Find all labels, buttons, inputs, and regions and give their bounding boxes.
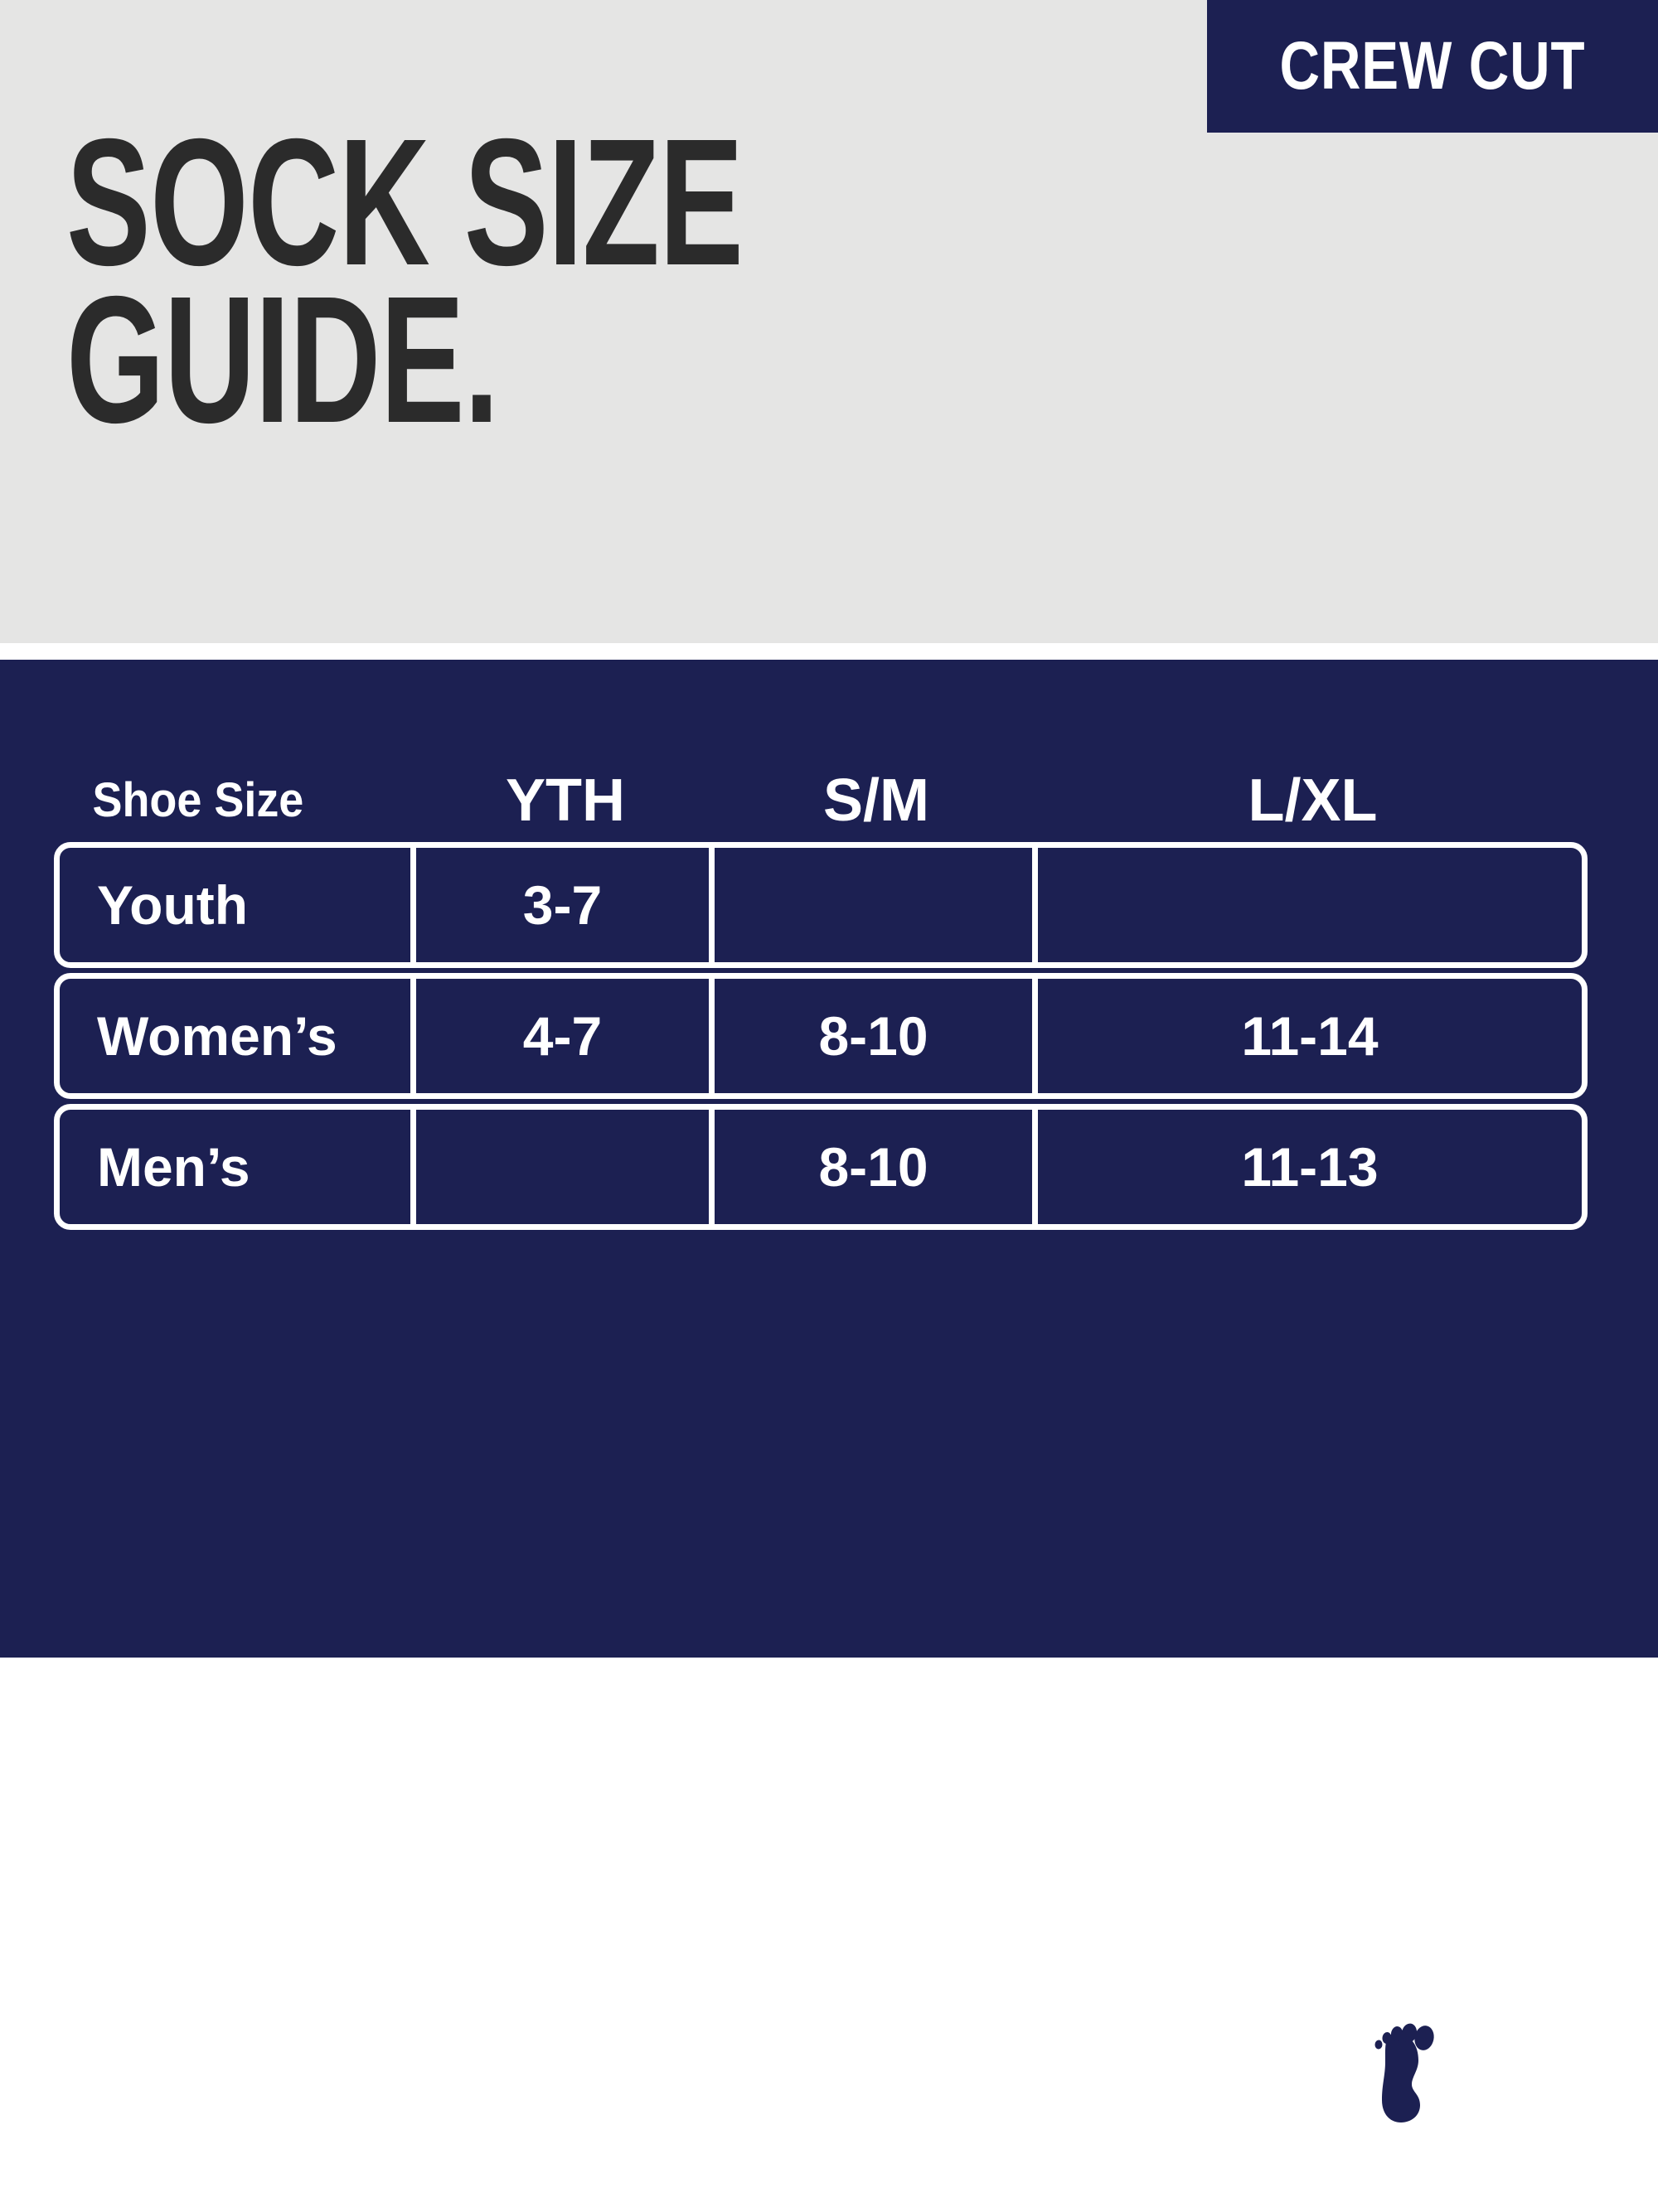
cell-youth-sm	[715, 848, 1038, 962]
table-row: Women’s 4-7 8-10 11-14	[54, 973, 1588, 1099]
cell-youth-yth: 3-7	[416, 848, 715, 962]
cell-womens-yth: 4-7	[416, 979, 715, 1093]
page-title: SOCK SIZE GUIDE.	[66, 102, 1144, 461]
column-header-sm: S/M	[822, 767, 929, 834]
crew-cut-badge: CREW CUT	[1207, 0, 1658, 133]
cell-mens-sm: 8-10	[715, 1110, 1038, 1224]
sock-size-table: Shoe Size YTH S/M L/XL Youth 3-7 Women’s…	[54, 759, 1588, 1235]
row-label-womens: Women’s	[60, 979, 416, 1093]
table-header-row: Shoe Size YTH S/M L/XL	[54, 759, 1588, 842]
cell-mens-lxl: 11-13	[1241, 1136, 1379, 1198]
row-label-mens: Men’s	[60, 1110, 416, 1224]
navy-body: Shoe Size YTH S/M L/XL Youth 3-7 Women’s…	[0, 660, 1658, 2210]
cell-youth-lxl	[1038, 848, 1582, 962]
brand-name: FOR BARE FEET	[1229, 2155, 1619, 2212]
page-title-line-2: GUIDE.	[66, 259, 499, 461]
footprint-icon	[1332, 2002, 1470, 2140]
header-band: CREW CUT SOCK SIZE GUIDE.	[0, 0, 1658, 643]
brand-block: FOR BARE FEET	[1219, 2002, 1619, 2212]
page-title-line-1: SOCK SIZE	[66, 102, 744, 303]
column-header-lxl: L/XL	[1248, 767, 1378, 834]
crew-cut-badge-label: CREW CUT	[1279, 28, 1586, 104]
cell-womens-lxl: 11-14	[1241, 1005, 1379, 1067]
row-label-youth: Youth	[60, 848, 416, 962]
table-row: Men’s 8-10 11-13	[54, 1104, 1588, 1230]
column-header-yth: YTH	[506, 767, 625, 834]
table-row: Youth 3-7	[54, 842, 1588, 968]
cell-mens-yth	[416, 1110, 715, 1224]
cell-womens-sm: 8-10	[715, 979, 1038, 1093]
column-header-shoe-size: Shoe Size	[92, 773, 304, 827]
